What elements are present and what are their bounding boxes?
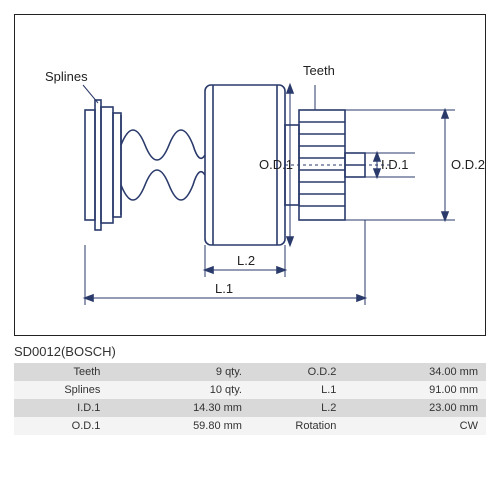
technical-drawing: Splines Teeth O.D.1 I.D.1 O.D.2 L.2 L.1	[14, 14, 486, 336]
label-l2: L.2	[237, 253, 255, 268]
spec-label: Rotation	[250, 417, 344, 435]
table-row: Splines 10 qty. L.1 91.00 mm	[14, 381, 486, 399]
spec-label: I.D.1	[14, 399, 108, 417]
label-teeth: Teeth	[303, 63, 335, 78]
drawing-svg: Splines Teeth O.D.1 I.D.1 O.D.2 L.2 L.1	[15, 15, 485, 335]
spec-label: L.2	[250, 399, 344, 417]
label-id1: I.D.1	[381, 157, 408, 172]
spec-value: 59.80 mm	[108, 417, 250, 435]
label-od1: O.D.1	[259, 157, 293, 172]
label-l1: L.1	[215, 281, 233, 296]
spec-table: Teeth 9 qty. O.D.2 34.00 mm Splines 10 q…	[14, 363, 486, 435]
spec-label: Splines	[14, 381, 108, 399]
label-splines: Splines	[45, 69, 88, 84]
spec-label: O.D.1	[14, 417, 108, 435]
spec-label: Teeth	[14, 363, 108, 381]
spec-value: CW	[344, 417, 486, 435]
spec-value: 23.00 mm	[344, 399, 486, 417]
table-row: Teeth 9 qty. O.D.2 34.00 mm	[14, 363, 486, 381]
spec-value: 14.30 mm	[108, 399, 250, 417]
spec-value: 10 qty.	[108, 381, 250, 399]
table-row: I.D.1 14.30 mm L.2 23.00 mm	[14, 399, 486, 417]
spec-label: O.D.2	[250, 363, 344, 381]
spec-value: 9 qty.	[108, 363, 250, 381]
spec-label: L.1	[250, 381, 344, 399]
label-od2: O.D.2	[451, 157, 485, 172]
part-title: SD0012(BOSCH)	[14, 344, 486, 359]
table-row: O.D.1 59.80 mm Rotation CW	[14, 417, 486, 435]
spec-value: 91.00 mm	[344, 381, 486, 399]
spec-value: 34.00 mm	[344, 363, 486, 381]
